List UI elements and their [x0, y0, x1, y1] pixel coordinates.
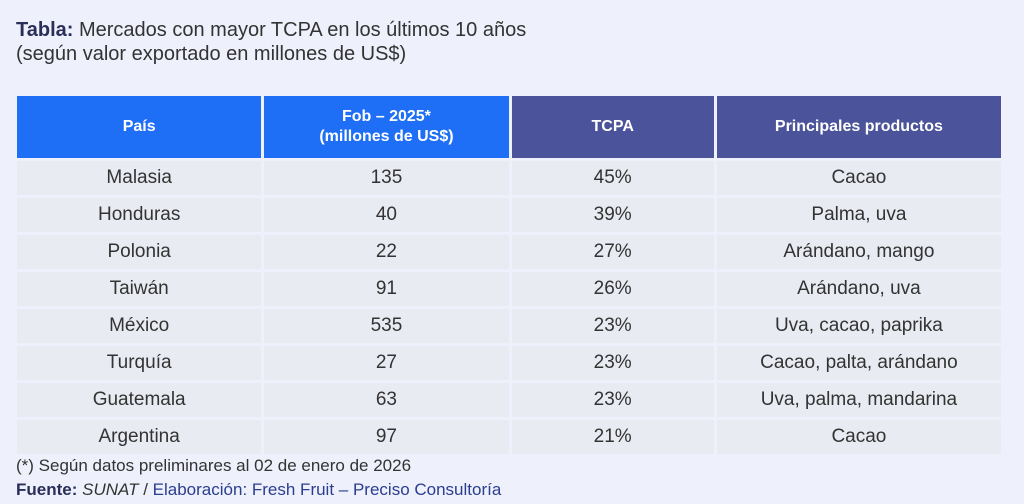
- cell-fob: 27: [264, 346, 509, 380]
- table-row: Malasia 135 45% Cacao: [17, 161, 1001, 195]
- cell-productos: Cacao: [716, 161, 1001, 195]
- cell-productos: Uva, palma, mandarina: [716, 383, 1001, 417]
- header-fob: Fob – 2025* (millones de US$): [264, 96, 509, 158]
- cell-fob: 40: [264, 198, 509, 232]
- table-row: México 535 23% Uva, cacao, paprika: [17, 309, 1001, 343]
- cell-productos: Cacao: [716, 420, 1001, 454]
- cell-productos: Uva, cacao, paprika: [716, 309, 1001, 343]
- cell-fob: 63: [264, 383, 509, 417]
- cell-tcpa: 45%: [511, 161, 714, 195]
- header-productos: Principales productos: [716, 96, 1001, 158]
- table-row: Taiwán 91 26% Arándano, uva: [17, 272, 1001, 306]
- title-subtitle: (según valor exportado en millones de US…: [16, 43, 407, 65]
- footnote: (*) Según datos preliminares al 02 de en…: [16, 456, 412, 475]
- cell-fob: 22: [264, 235, 509, 269]
- table-row: Guatemala 63 23% Uva, palma, mandarina: [17, 383, 1001, 417]
- cell-tcpa: 39%: [511, 198, 714, 232]
- source-elaboracion: Elaboración: Fresh Fruit – Preciso Consu…: [152, 480, 502, 499]
- cell-productos: Cacao, palta, arándano: [716, 346, 1001, 380]
- cell-pais: Taiwán: [17, 272, 262, 306]
- table-row: Argentina 97 21% Cacao: [17, 420, 1001, 454]
- table-header-row: País Fob – 2025* (millones de US$) TCPA …: [17, 96, 1001, 158]
- table-row: Polonia 22 27% Arándano, mango: [17, 235, 1001, 269]
- cell-fob: 97: [264, 420, 509, 454]
- cell-pais: Honduras: [17, 198, 262, 232]
- header-tcpa: TCPA: [511, 96, 714, 158]
- source-label: Fuente:: [16, 480, 78, 499]
- cell-fob: 135: [264, 161, 509, 195]
- cell-tcpa: 27%: [511, 235, 714, 269]
- cell-fob: 91: [264, 272, 509, 306]
- cell-pais: Polonia: [17, 235, 262, 269]
- cell-pais: Turquía: [17, 346, 262, 380]
- header-fob-line2: (millones de US$): [319, 128, 454, 145]
- table-row: Honduras 40 39% Palma, uva: [17, 198, 1001, 232]
- cell-pais: Argentina: [17, 420, 262, 454]
- table-row: Turquía 27 23% Cacao, palta, arándano: [17, 346, 1001, 380]
- cell-productos: Arándano, mango: [716, 235, 1001, 269]
- source-line: Fuente: SUNAT / Elaboración: Fresh Fruit…: [16, 480, 501, 500]
- cell-productos: Palma, uva: [716, 198, 1001, 232]
- cell-pais: Malasia: [17, 161, 262, 195]
- cell-productos: Arándano, uva: [716, 272, 1001, 306]
- cell-pais: México: [17, 309, 262, 343]
- cell-tcpa: 23%: [511, 383, 714, 417]
- table-title: Tabla: Mercados con mayor TCPA en los úl…: [16, 18, 526, 66]
- cell-tcpa: 26%: [511, 272, 714, 306]
- markets-table: País Fob – 2025* (millones de US$) TCPA …: [14, 93, 1004, 457]
- cell-pais: Guatemala: [17, 383, 262, 417]
- title-label: Tabla:: [16, 19, 74, 41]
- header-fob-line1: Fob – 2025*: [341, 108, 431, 125]
- source-separator: /: [138, 480, 153, 499]
- cell-tcpa: 23%: [511, 309, 714, 343]
- cell-tcpa: 21%: [511, 420, 714, 454]
- title-text: Mercados con mayor TCPA en los últimos 1…: [78, 19, 527, 41]
- cell-tcpa: 23%: [511, 346, 714, 380]
- source-name: SUNAT: [82, 480, 139, 499]
- cell-fob: 535: [264, 309, 509, 343]
- header-pais: País: [17, 96, 262, 158]
